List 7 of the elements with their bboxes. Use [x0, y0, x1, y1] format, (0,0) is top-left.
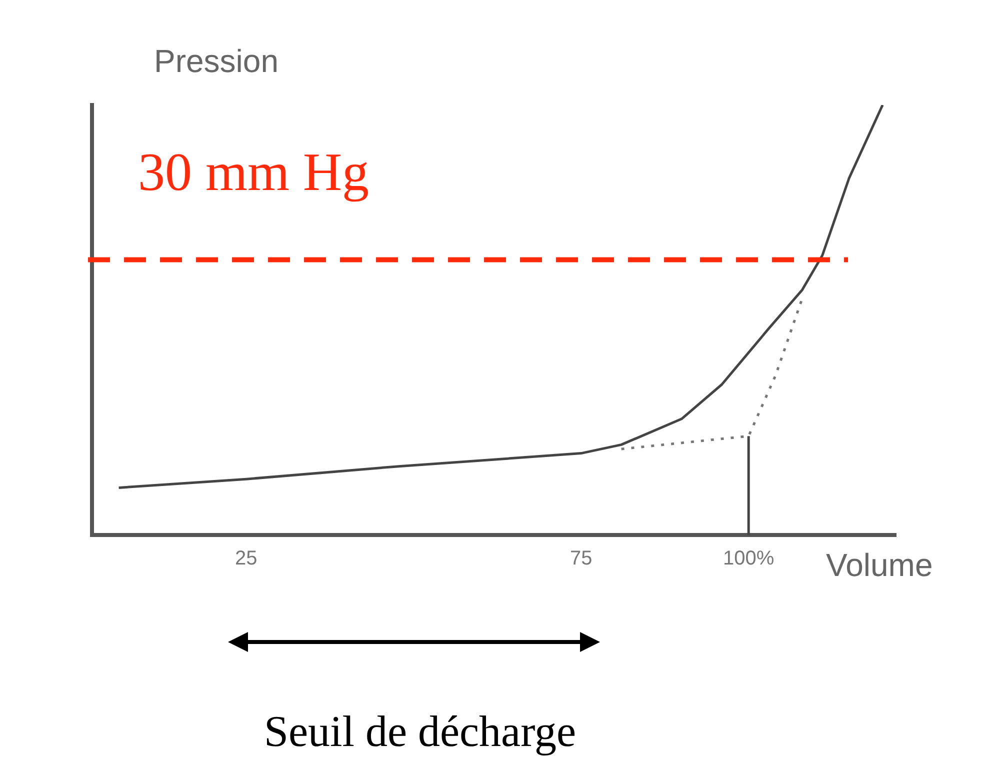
x-tick-label: 75 — [570, 548, 592, 570]
x-axis-title: Volume — [826, 546, 933, 583]
x-tick-label: 25 — [234, 548, 258, 570]
ref-line-label: 30 mm Hg — [138, 142, 370, 202]
y-axis-title: Pression — [154, 42, 278, 79]
text: Seuil de décharge — [263, 706, 577, 757]
x-tick-label: 100% — [723, 548, 774, 570]
